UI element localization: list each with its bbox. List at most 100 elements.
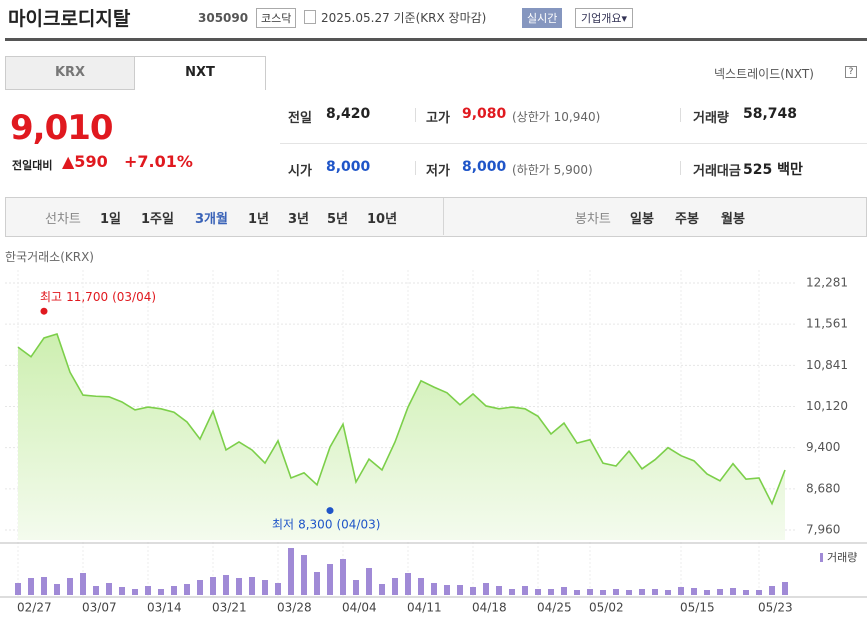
volume-bar: [223, 575, 229, 595]
x-tick-label: 04/11: [407, 601, 442, 615]
volume-bar: [366, 568, 372, 595]
volume-bar: [379, 584, 385, 595]
nxt-label: 넥스트레이드(NXT): [714, 67, 814, 81]
volume-bar: [587, 589, 593, 595]
volume-bar: [275, 583, 281, 595]
stock-name: 마이크로디지탈: [8, 8, 131, 30]
volume-bar: [197, 580, 203, 595]
legend-label: 거래량: [827, 551, 857, 564]
period-button[interactable]: 3개월: [195, 212, 228, 227]
period-button[interactable]: 1주일: [141, 212, 174, 227]
volume-bar: [93, 586, 99, 595]
tab-active[interactable]: NXT: [134, 56, 266, 90]
quote-label: 저가: [426, 164, 450, 179]
volume-bar: [548, 589, 554, 595]
annotation-dot: [40, 307, 48, 315]
y-tick-label: 12,281: [806, 276, 848, 290]
header-rule: [5, 38, 867, 41]
period-label: 선차트: [45, 212, 81, 227]
annotation-value-label: 8,300: [298, 517, 332, 531]
x-tick-label: 04/04: [342, 601, 377, 615]
area: [18, 333, 785, 540]
annotation-label: 최저: [272, 517, 294, 531]
period-button[interactable]: 1일: [100, 212, 122, 227]
y-tick-label: 10,120: [806, 399, 848, 413]
annotation: 최저 8,300 (04/03): [272, 517, 380, 531]
volume-bar: [782, 582, 788, 595]
period-button[interactable]: 월봉: [721, 212, 745, 227]
market-badge: 코스닥: [256, 8, 297, 28]
volume-bar: [301, 555, 307, 595]
volume-bar: [470, 587, 476, 595]
x-tick-label: 03/21: [212, 601, 247, 615]
quote-extra: (하한가 5,900): [512, 163, 593, 177]
quote-label: 거래량: [693, 111, 729, 126]
period-button[interactable]: 5년: [327, 212, 349, 227]
period-bar: [5, 197, 867, 237]
quote-value: 8,000: [326, 159, 371, 175]
period-button[interactable]: 주봉: [675, 212, 699, 227]
volume-bar: [652, 589, 658, 595]
help-icon[interactable]: ?: [845, 66, 857, 78]
col-divider: [415, 108, 416, 122]
period-button[interactable]: 1년: [248, 212, 270, 227]
chart-source: 한국거래소(KRX): [5, 250, 94, 264]
volume-bar: [522, 586, 528, 595]
volume-bar: [431, 583, 437, 595]
volume-bar: [171, 586, 177, 595]
volume-bar: [41, 577, 47, 595]
change-label: 전일대비: [12, 159, 53, 172]
volume-bar: [158, 589, 164, 595]
period-button[interactable]: 일봉: [630, 212, 654, 227]
volume-bar: [561, 587, 567, 595]
annotation-dot: [326, 507, 334, 515]
volume-bar: [457, 585, 463, 595]
volume-bar: [756, 590, 762, 595]
y-tick-label: 9,400: [806, 440, 840, 454]
company-button[interactable]: 기업개요▾: [575, 8, 634, 28]
volume-bar: [418, 578, 424, 595]
volume-bar: [28, 578, 34, 595]
quote-value: 9,080: [462, 106, 507, 122]
volume-bar: [496, 586, 502, 595]
realtime-button[interactable]: 실시간: [522, 8, 563, 28]
change-pct: +7.01%: [124, 152, 193, 171]
col-divider: [680, 108, 681, 122]
volume-bar: [639, 589, 645, 595]
annotation-date: (04/03): [336, 517, 380, 531]
tab[interactable]: KRX: [5, 56, 135, 90]
volume-bar: [613, 589, 619, 595]
change: ▲590: [62, 152, 108, 171]
col-divider: [415, 161, 416, 175]
volume-bar: [405, 573, 411, 595]
volume-bar: [535, 589, 541, 595]
x-tick-label: 03/07: [82, 601, 117, 615]
volume-bar: [769, 586, 775, 595]
volume-bar: [730, 588, 736, 595]
x-tick-label: 05/02: [589, 601, 624, 615]
quote-label: 고가: [426, 111, 450, 126]
volume-bar: [626, 590, 632, 595]
annotation-date: (03/04): [112, 290, 156, 304]
quote-extra: (상한가 10,940): [512, 110, 601, 124]
quote-value: 8,000: [462, 159, 507, 175]
quote-label: 거래대금: [693, 164, 741, 179]
price-line: [17, 332, 786, 506]
annotation-label: 최고: [40, 290, 62, 304]
volume-bar: [353, 580, 359, 595]
annotation-value-label: 11,700: [66, 290, 108, 304]
volume-bar: [483, 583, 489, 595]
row-rule: [280, 143, 867, 144]
volume-bar: [509, 589, 515, 595]
volume-bar: [288, 548, 294, 595]
volume-bar: [600, 590, 606, 595]
quote-label: 전일: [288, 111, 312, 126]
calendar-icon: [304, 10, 316, 24]
volume-bar: [210, 577, 216, 595]
period-button[interactable]: 10년: [367, 212, 398, 227]
period-button[interactable]: 3년: [288, 212, 310, 227]
date: 2025.05.27 기준(KRX 장마감): [321, 11, 487, 25]
col-divider: [680, 161, 681, 175]
volume-bar: [15, 583, 21, 595]
